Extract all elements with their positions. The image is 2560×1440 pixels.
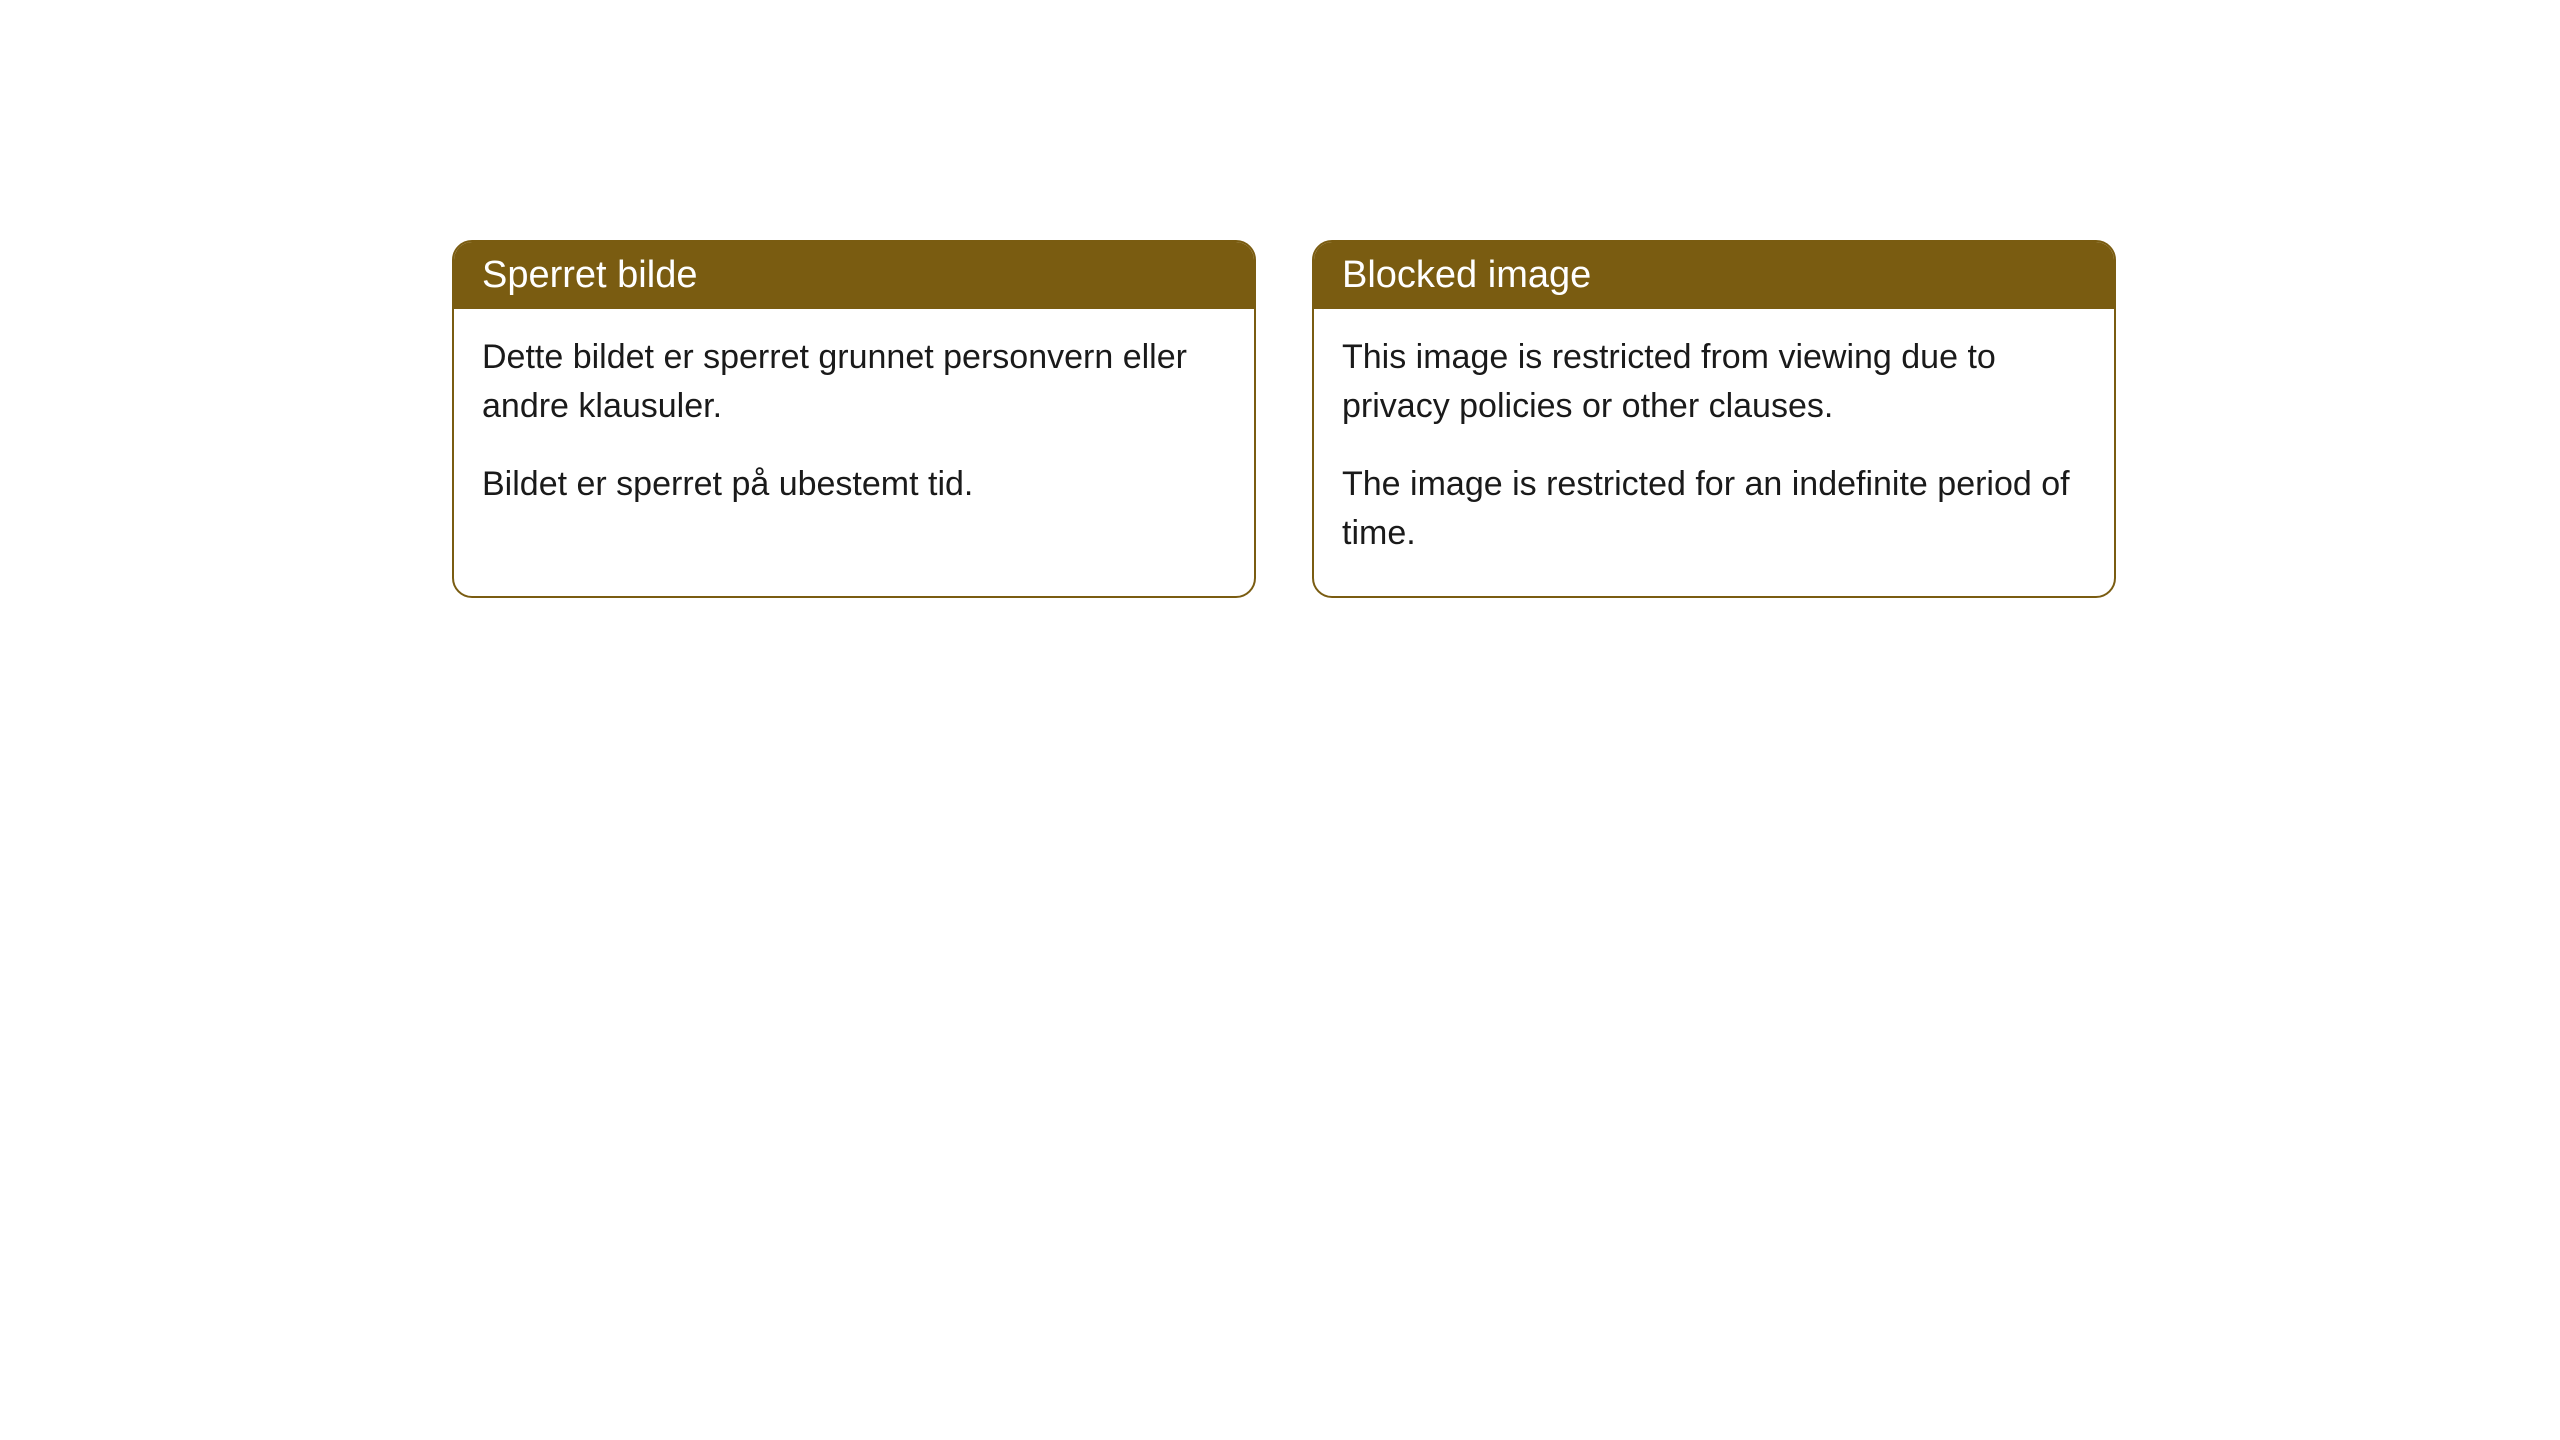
card-header: Sperret bilde: [454, 242, 1254, 309]
card-title: Blocked image: [1342, 254, 1591, 296]
card-paragraph: Dette bildet er sperret grunnet personve…: [482, 333, 1226, 432]
notice-card-norwegian: Sperret bilde Dette bildet er sperret gr…: [452, 240, 1256, 598]
card-body: This image is restricted from viewing du…: [1314, 309, 2114, 596]
card-title: Sperret bilde: [482, 254, 697, 296]
card-paragraph: This image is restricted from viewing du…: [1342, 333, 2086, 432]
card-header: Blocked image: [1314, 242, 2114, 309]
card-body: Dette bildet er sperret grunnet personve…: [454, 309, 1254, 547]
notice-card-english: Blocked image This image is restricted f…: [1312, 240, 2116, 598]
card-paragraph: Bildet er sperret på ubestemt tid.: [482, 460, 1226, 509]
notice-cards-container: Sperret bilde Dette bildet er sperret gr…: [452, 240, 2560, 598]
card-paragraph: The image is restricted for an indefinit…: [1342, 460, 2086, 559]
